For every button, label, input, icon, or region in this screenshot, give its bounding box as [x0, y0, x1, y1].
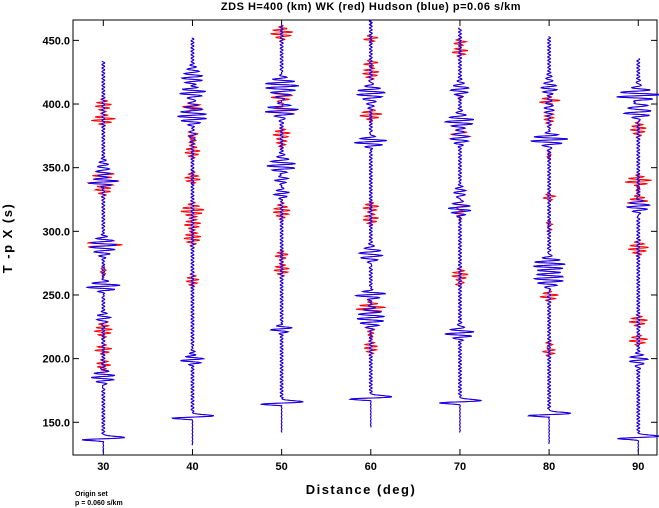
y-tick-label: 300.0	[42, 226, 70, 238]
x-tick-label: 30	[97, 461, 109, 473]
trace-hudson-50	[260, 24, 304, 433]
x-tick-label: 90	[632, 461, 644, 473]
x-tick-label: 80	[543, 461, 555, 473]
axis-ticks: 30 40 50 60 70 80 90 150.0 200.0 250.0 300.0 350.0 4…	[42, 20, 657, 473]
chart-title: ZDS H=400 (km) WK (red) Hudson (blue) p=…	[221, 1, 521, 13]
plot-frame	[72, 19, 658, 456]
footnote-ray-parameter: p = 0.060 s/km	[75, 500, 123, 507]
x-tick-label: 50	[276, 461, 288, 473]
x-tick-label: 70	[454, 461, 466, 473]
trace-hudson-30	[81, 60, 125, 453]
y-tick-label: 400.0	[42, 99, 70, 111]
footnote-origin: Origin set	[75, 491, 108, 498]
x-tick-label: 40	[186, 461, 198, 473]
x-tick-label: 60	[365, 461, 377, 473]
seismogram-traces	[81, 19, 659, 453]
x-axis-label: Distance (deg)	[306, 482, 417, 497]
y-axis-label: T -p X (s)	[0, 203, 15, 274]
y-tick-label: 450.0	[42, 35, 70, 47]
y-tick-label: 350.0	[42, 163, 70, 175]
trace-hudson-40	[171, 37, 214, 446]
y-tick-label: 200.0	[42, 354, 70, 366]
trace-hudson-70	[439, 27, 483, 433]
trace-hudson-60	[348, 19, 393, 428]
y-tick-label: 250.0	[42, 290, 70, 302]
trace-hudson-80	[527, 36, 571, 445]
y-tick-label: 150.0	[42, 417, 70, 429]
trace-hudson-90	[616, 58, 659, 452]
